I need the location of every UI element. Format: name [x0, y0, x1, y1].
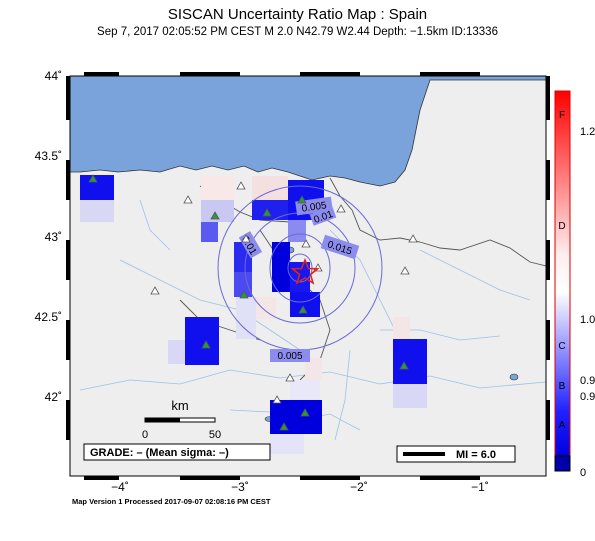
station-triangle: [150, 286, 160, 295]
latitude-labels: 44˚ 43.5˚ 43˚ 42.5˚ 42˚: [35, 69, 62, 404]
lat-label: 44˚: [45, 69, 62, 83]
grade-text: GRADE: – (Mean sigma: –): [90, 447, 229, 459]
lat-label: 43˚: [45, 230, 62, 244]
lat-label: 42˚: [45, 390, 62, 404]
grade-letter: C: [558, 341, 565, 352]
station-triangle: [300, 408, 310, 417]
station-triangle: [88, 174, 98, 183]
lon-label: −1˚: [471, 480, 489, 494]
station-triangle: [236, 181, 246, 190]
lat-label: 42.5˚: [35, 310, 62, 324]
colorbar-value: 1.2: [580, 126, 595, 138]
map-footer: Map Version 1 Processed 2017-09-07 02:08…: [72, 497, 271, 506]
grade-letter: F: [559, 110, 565, 121]
scale-bar: km 0 50: [142, 398, 221, 441]
station-triangle: [241, 234, 251, 243]
grade-letter: B: [559, 381, 566, 392]
longitude-labels: −4˚ −3˚ −2˚ −1˚: [111, 480, 489, 494]
colorbar-value: 0.9: [580, 375, 595, 387]
sea: [70, 76, 546, 187]
station-triangle: [298, 305, 308, 314]
contour-label: 0.005: [277, 351, 302, 362]
mi-legend: MI = 6.0: [396, 445, 516, 463]
station-triangle: [262, 208, 272, 217]
station-triangle: [279, 422, 289, 431]
station-triangle: [336, 204, 346, 213]
colorbar-value: 1.0: [580, 314, 595, 326]
station-triangle: [239, 290, 249, 299]
station-triangle: [297, 195, 307, 204]
station-triangle: [408, 234, 418, 243]
epicenter-star: [290, 257, 320, 285]
station-triangle: [400, 266, 410, 275]
lat-label: 43.5˚: [35, 149, 62, 163]
stations: [88, 174, 418, 431]
station-triangle: [285, 373, 295, 382]
map-title: SISCAN Uncertainty Ratio Map : Spain: [167, 6, 428, 23]
lon-label: −4˚: [111, 480, 129, 494]
scale-tick: 0: [142, 429, 148, 441]
grade-letter: D: [558, 221, 565, 232]
station-triangle: [301, 239, 311, 248]
mi-text: MI = 6.0: [456, 449, 496, 461]
colorbar-value: 0: [580, 467, 586, 479]
lon-label: −2˚: [350, 480, 368, 494]
frame-ticks: [66, 72, 550, 480]
colorbar-value: 0.9: [580, 391, 595, 403]
station-triangle: [399, 361, 409, 370]
station-triangle: [201, 340, 211, 349]
scale-tick: 50: [209, 429, 221, 441]
station-triangle: [210, 211, 220, 220]
colorbar: F D C B A 1.2 1.0 0.9 0.9 0: [554, 90, 595, 479]
grade-box: GRADE: – (Mean sigma: –): [83, 443, 271, 461]
scale-unit: km: [171, 398, 188, 413]
station-triangle: [183, 195, 193, 204]
lon-label: −3˚: [231, 480, 249, 494]
station-triangle: [272, 395, 282, 404]
grade-letter: A: [559, 420, 566, 431]
event-info: Sep 7, 2017 02:05:52 PM CEST M 2.0 N42.7…: [97, 26, 498, 38]
